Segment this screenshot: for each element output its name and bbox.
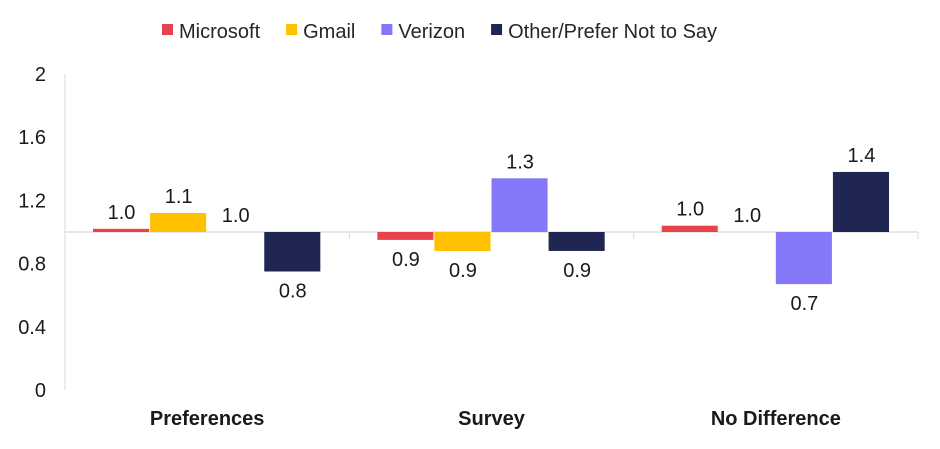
bar-other-prefer-not-to-say-no-difference	[832, 171, 889, 232]
data-label: 1.4	[848, 145, 876, 167]
legend-swatch	[381, 24, 393, 35]
data-label: 1.0	[222, 205, 250, 227]
category-label: No Difference	[711, 408, 841, 430]
bar-microsoft-preferences	[93, 228, 150, 232]
y-tick-label: 0.4	[18, 317, 46, 339]
y-tick-label: 0.8	[18, 254, 46, 276]
data-label: 0.8	[279, 281, 307, 303]
bar-microsoft-no-difference	[661, 225, 718, 232]
bar-microsoft-survey	[377, 232, 434, 240]
y-tick-label: 1.6	[18, 127, 46, 149]
y-tick-label: 2	[35, 64, 46, 86]
y-tick-label: 1.2	[18, 190, 46, 212]
data-label: 0.9	[449, 260, 477, 282]
bar-gmail-preferences	[150, 213, 207, 232]
data-label: 0.9	[392, 249, 420, 271]
data-label: 1.1	[165, 186, 193, 208]
data-label: 1.0	[733, 205, 761, 227]
legend-swatch	[491, 24, 503, 35]
bar-other-prefer-not-to-say-preferences	[264, 232, 321, 272]
legend-label: Verizon	[398, 21, 465, 43]
legend-swatch	[286, 24, 298, 35]
data-label: 1.0	[676, 199, 704, 221]
legend-swatch	[162, 24, 173, 35]
data-label: 0.7	[790, 293, 818, 315]
category-label: Preferences	[150, 408, 265, 430]
legend-label: Gmail	[303, 21, 355, 43]
bar-gmail-survey	[434, 232, 491, 251]
data-label: 0.9	[563, 260, 591, 282]
bar-other-prefer-not-to-say-survey	[548, 232, 605, 251]
data-label: 1.0	[108, 202, 136, 224]
category-label: Survey	[458, 408, 526, 430]
data-label: 1.3	[506, 151, 534, 173]
y-tick-label: 0	[35, 380, 46, 402]
bar-verizon-survey	[491, 178, 548, 232]
legend-label: Other/Prefer Not to Say	[508, 21, 717, 43]
bar-verizon-no-difference	[775, 232, 832, 285]
legend-label: Microsoft	[179, 21, 261, 43]
